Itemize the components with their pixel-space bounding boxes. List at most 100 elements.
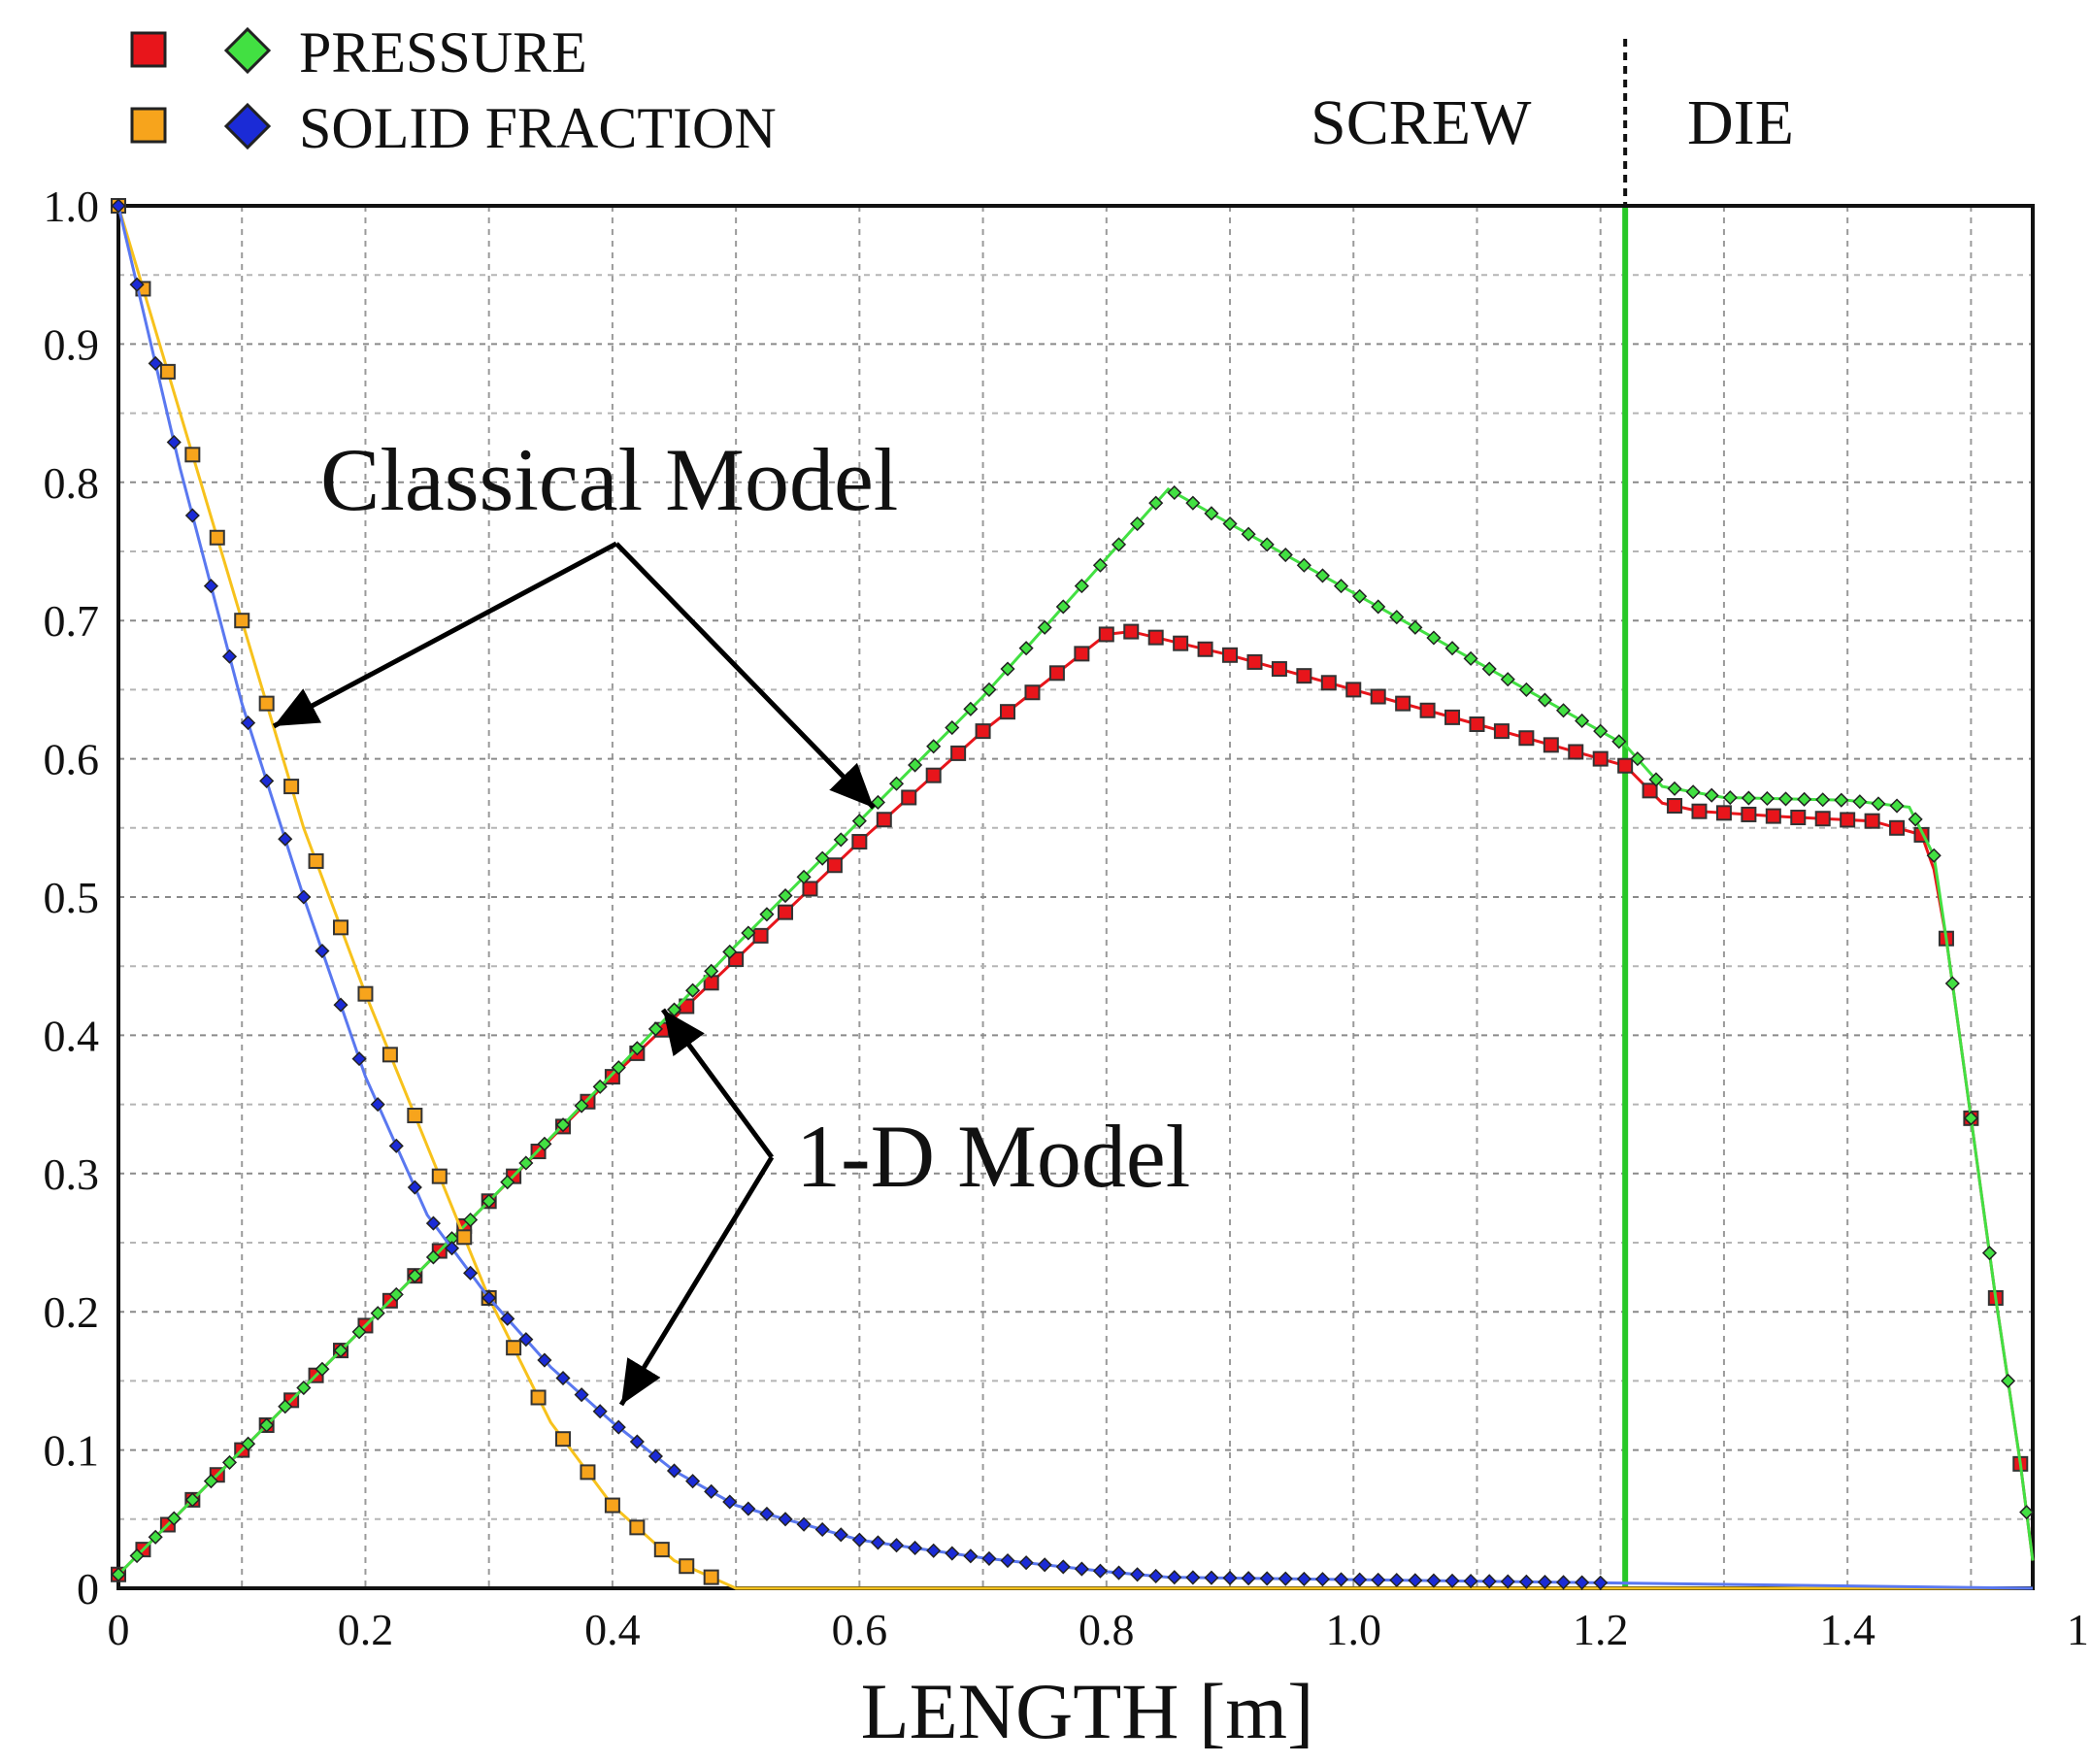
data-point-diamond (1352, 1572, 1368, 1587)
data-point-square (1814, 811, 1831, 827)
data-point-diamond (629, 1434, 645, 1449)
data-point-diamond (722, 1494, 738, 1510)
series-pressure-classical-model (111, 623, 2035, 1582)
data-point-diamond (1092, 557, 1109, 573)
data-point-square (1000, 704, 1016, 720)
data-point-square (975, 723, 991, 740)
data-point-diamond (1000, 1552, 1015, 1569)
data-point-square (1715, 805, 1732, 821)
legend: PRESSURE SOLID FRACTION (130, 20, 777, 160)
series-line (116, 487, 2035, 1576)
data-point-diamond (444, 1241, 460, 1256)
data-point-diamond (1130, 1567, 1145, 1582)
data-point-diamond (1259, 1571, 1275, 1586)
data-point-diamond (1055, 1559, 1071, 1575)
data-point-diamond (1926, 848, 1942, 863)
legend-solid-fraction-classical-marker (130, 107, 167, 144)
data-point-diamond (148, 1529, 163, 1545)
data-point-diamond (1593, 723, 1609, 739)
data-point-square (506, 1340, 522, 1356)
data-point-diamond (315, 943, 330, 959)
data-point-square (1296, 668, 1312, 684)
data-point-diamond (2019, 1505, 2035, 1520)
1d-arrow-to-solid-fraction (618, 1155, 775, 1407)
legend-pressure-classical-marker (130, 31, 167, 68)
data-point-diamond (1352, 588, 1368, 604)
data-point-square (629, 1519, 646, 1536)
data-point-diamond (1852, 794, 1868, 810)
series-solid-fraction-classical-model (111, 198, 2033, 1590)
data-point-diamond (537, 1136, 552, 1151)
1d-model-annotation: 1-D Model (796, 1107, 1190, 1206)
data-point-diamond (407, 1180, 422, 1195)
data-point-diamond (1518, 1574, 1534, 1589)
data-point-diamond (555, 1370, 571, 1386)
data-point-diamond (1555, 703, 1572, 718)
data-point-diamond (1981, 1246, 1998, 1261)
legend-pressure-label: PRESSURE (299, 20, 587, 84)
data-point-diamond (1444, 641, 1460, 656)
x-tick-label: 1.2 (1573, 1605, 1629, 1654)
data-point-square (950, 745, 967, 761)
data-point-diamond (981, 1550, 997, 1566)
data-point-square (1444, 709, 1461, 725)
data-point-diamond (1167, 1570, 1182, 1585)
data-point-diamond (796, 1516, 812, 1532)
data-point-diamond (1371, 599, 1386, 615)
data-point-diamond (1092, 1563, 1109, 1579)
data-point-square (555, 1431, 572, 1448)
data-point-square (851, 834, 868, 850)
data-point-diamond (1871, 796, 1886, 812)
data-point-square (209, 529, 225, 546)
classical-arrow-to-pressure (614, 542, 876, 810)
data-point-diamond (425, 1215, 441, 1231)
x-tick-label: 0.8 (1079, 1605, 1135, 1654)
data-point-diamond (481, 1193, 497, 1209)
data-point-diamond (1130, 516, 1145, 532)
y-tick-label: 0.6 (44, 735, 100, 784)
data-point-diamond (407, 1268, 422, 1283)
data-point-diamond (555, 1117, 571, 1133)
data-point-diamond (647, 1448, 663, 1464)
series-pressure-1-d-model (111, 484, 2035, 1582)
data-point-diamond (833, 832, 848, 848)
data-point-diamond (166, 1511, 182, 1526)
classical-arrow-to-solid-fraction (272, 541, 618, 729)
data-point-diamond (1259, 537, 1275, 552)
data-point-diamond (963, 1548, 979, 1564)
data-point-diamond (647, 1021, 663, 1037)
data-point-square (1493, 723, 1510, 740)
series-line (116, 630, 2035, 1576)
data-point-square (382, 1047, 398, 1063)
data-point-square (234, 613, 250, 629)
data-point-diamond (184, 508, 200, 523)
data-point-diamond (1575, 713, 1590, 729)
data-point-diamond (574, 1098, 589, 1114)
data-point-diamond (1148, 1568, 1164, 1584)
data-point-diamond (1575, 1575, 1590, 1590)
data-point-diamond (463, 1212, 479, 1228)
data-point-square (1370, 688, 1386, 705)
data-point-diamond (129, 277, 145, 292)
data-point-diamond (1463, 650, 1478, 666)
y-tick-label: 0.2 (44, 1287, 100, 1337)
data-point-diamond (351, 1324, 367, 1340)
data-point-diamond (1481, 661, 1497, 677)
data-point-diamond (111, 198, 126, 214)
legend-pressure-1d-marker (223, 26, 272, 75)
data-point-diamond (759, 907, 775, 922)
data-point-square (1320, 675, 1337, 691)
data-point-square (1271, 661, 1287, 678)
data-point-diamond (1518, 682, 1534, 697)
data-point-diamond (1055, 599, 1071, 615)
data-point-diamond (537, 1352, 552, 1368)
data-point-diamond (592, 1404, 608, 1419)
data-point-square (1222, 647, 1239, 663)
data-point-square (802, 881, 818, 897)
x-tick-label: 1.6 (2067, 1605, 2091, 1654)
data-point-diamond (685, 1474, 701, 1489)
data-point-diamond (1278, 1571, 1293, 1586)
data-point-square (1790, 810, 1807, 826)
data-point-square (159, 363, 176, 380)
